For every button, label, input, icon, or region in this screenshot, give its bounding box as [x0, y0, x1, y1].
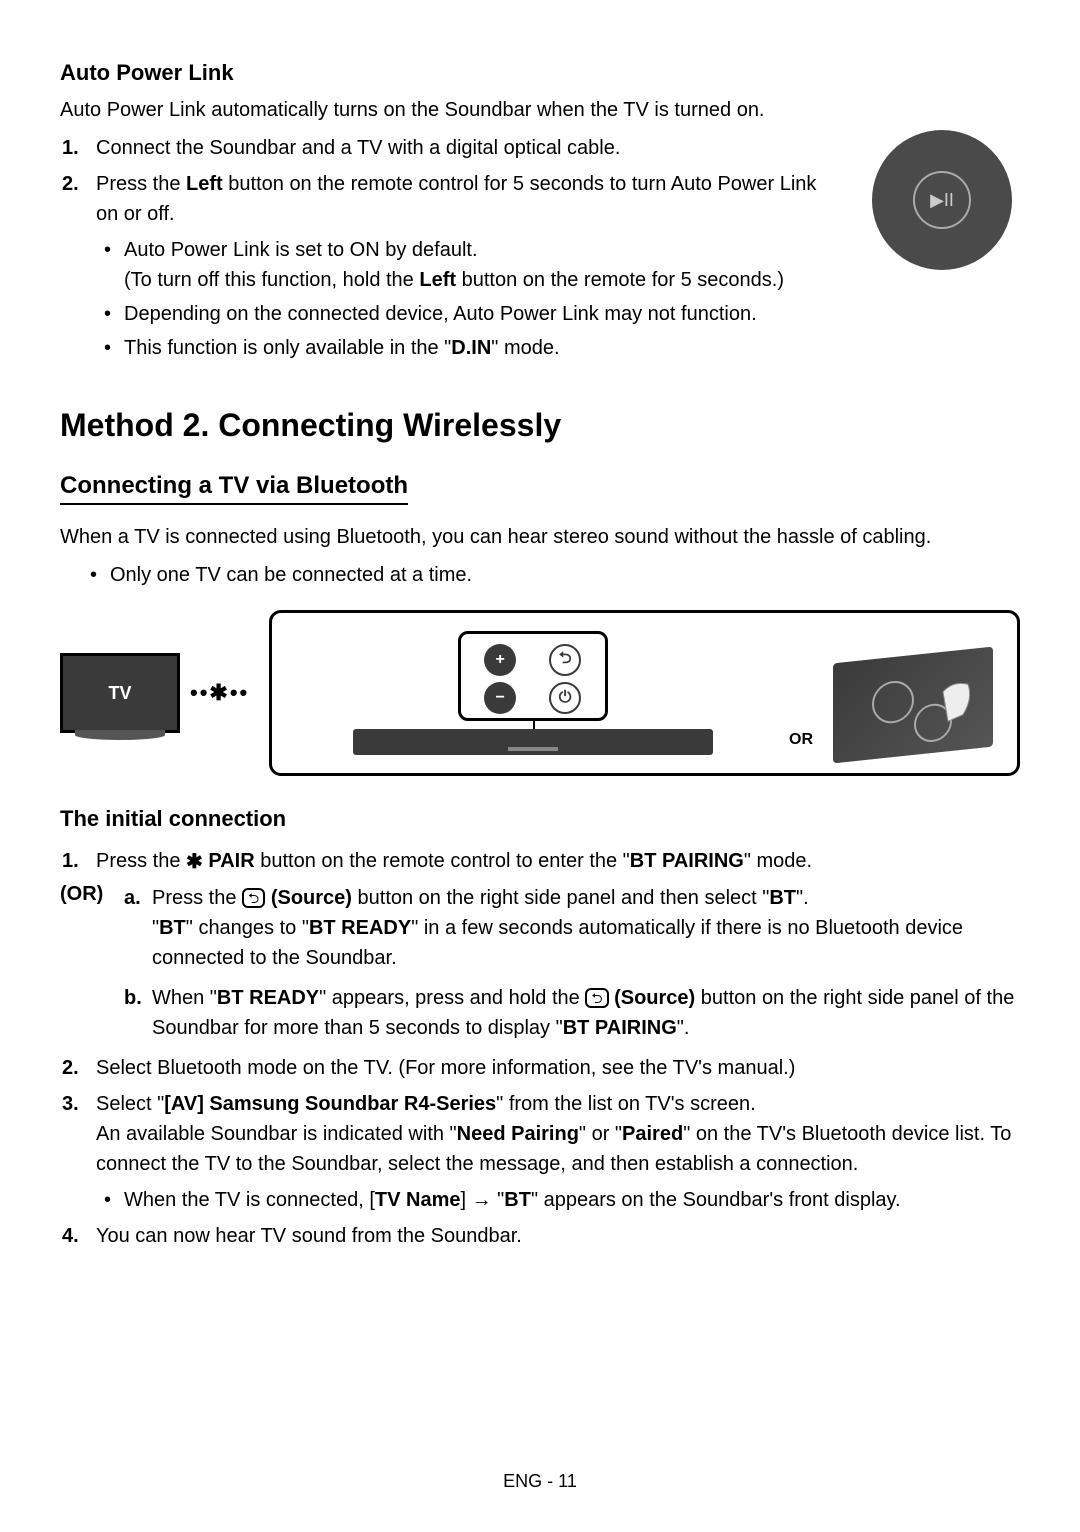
remote-illustration: ▶II — [872, 130, 1012, 270]
soundbar-icon — [353, 729, 713, 755]
bullet-din: This function is only available in the "… — [124, 333, 820, 363]
initial-step-1: 1. Press the ✱ PAIR button on the remote… — [96, 846, 1020, 877]
bluetooth-glyph-icon: ✱ — [186, 847, 203, 877]
source-button-icon: ⮌ — [549, 644, 581, 676]
soundbar-diagram: + ⮌ − ⏻ OR — [269, 610, 1020, 776]
initial-connection-title: The initial connection — [60, 806, 1020, 832]
bullet-default-on: Auto Power Link is set to ON by default.… — [124, 235, 820, 295]
bullet-depends: Depending on the connected device, Auto … — [124, 299, 820, 329]
method-2-title: Method 2. Connecting Wirelessly — [60, 407, 1020, 444]
initial-steps-continued: 2. Select Bluetooth mode on the TV. (For… — [60, 1053, 1020, 1251]
power-icon: ⏻ — [549, 682, 581, 714]
step-2-bullets: Auto Power Link is set to ON by default.… — [96, 235, 820, 363]
volume-up-icon: + — [484, 644, 516, 676]
bullet-one-tv: Only one TV can be connected at a time. — [110, 560, 1020, 590]
bluetooth-icon: ••✱•• — [190, 680, 249, 706]
button-panel: + ⮌ − ⏻ — [458, 631, 608, 721]
initial-steps: 1. Press the ✱ PAIR button on the remote… — [60, 846, 1020, 877]
volume-down-icon: − — [484, 682, 516, 714]
source-icon: ⮌ — [242, 888, 265, 908]
connection-diagram: TV ••✱•• + ⮌ − ⏻ OR — [60, 610, 1020, 776]
or-label: OR — [789, 731, 813, 749]
bluetooth-subtitle: Connecting a TV via Bluetooth — [60, 472, 408, 505]
step-3-bullets: When the TV is connected, [TV Name] → "B… — [96, 1185, 1020, 1215]
bluetooth-section: Connecting a TV via Bluetooth When a TV … — [60, 472, 1020, 590]
tv-icon: TV — [60, 653, 180, 733]
auto-power-intro: Auto Power Link automatically turns on t… — [60, 96, 1020, 125]
auto-power-title: Auto Power Link — [60, 60, 1020, 86]
bluetooth-intro: When a TV is connected using Bluetooth, … — [60, 523, 1020, 552]
source-icon: ⮌ — [585, 988, 608, 1008]
initial-step-4: 4. You can now hear TV sound from the So… — [96, 1221, 1020, 1251]
initial-step-3: 3. Select "[AV] Samsung Soundbar R4-Seri… — [96, 1089, 1020, 1215]
page-number: ENG - 11 — [0, 1471, 1080, 1492]
bullet-tv-connected: When the TV is connected, [TV Name] → "B… — [124, 1185, 1020, 1215]
initial-step-2: 2. Select Bluetooth mode on the TV. (For… — [96, 1053, 1020, 1083]
or-alternative: (OR) a. Press the ⮌ (Source) button on t… — [60, 883, 1020, 1043]
remote-outer-circle: ▶II — [872, 130, 1012, 270]
sub-step-a: a. Press the ⮌ (Source) button on the ri… — [152, 883, 1020, 973]
soundbar-with-panel: + ⮌ − ⏻ — [296, 631, 769, 755]
tv-diagram: TV ••✱•• — [60, 653, 249, 733]
sub-step-b: b. When "BT READY" appears, press and ho… — [152, 983, 1020, 1043]
touch-panel-icon — [833, 647, 993, 764]
bluetooth-bullets: Only one TV can be connected at a time. — [60, 560, 1020, 590]
play-pause-icon: ▶II — [913, 171, 971, 229]
or-sub-steps: a. Press the ⮌ (Source) button on the ri… — [60, 883, 1020, 1043]
